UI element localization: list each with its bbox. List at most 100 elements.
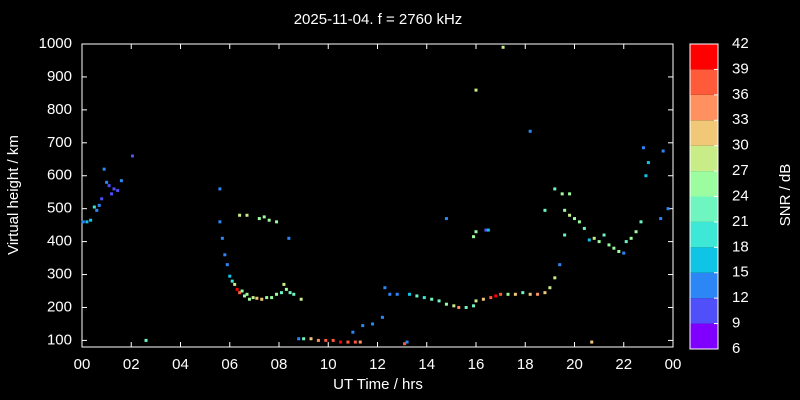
data-point [499, 292, 503, 296]
data-point [622, 251, 626, 255]
colorbar-tick-label: 36 [732, 86, 749, 103]
data-point [361, 324, 365, 328]
data-point [597, 240, 601, 244]
data-point [331, 338, 335, 342]
data-point [617, 249, 621, 253]
data-point [560, 192, 564, 196]
colorbar-tick-label: 24 [732, 187, 749, 204]
data-point [464, 305, 468, 309]
x-tick-label: 16 [468, 356, 485, 373]
data-point [577, 220, 581, 224]
data-point [661, 149, 665, 153]
data-point [494, 294, 498, 298]
data-point [265, 296, 269, 300]
y-tick-label: 1000 [39, 35, 72, 52]
colorbar-tick-label: 27 [732, 162, 749, 179]
colorbar-segment [690, 323, 718, 349]
data-point [297, 337, 301, 341]
x-tick-label: 12 [369, 356, 386, 373]
colorbar-tick-label: 21 [732, 213, 749, 230]
data-point [408, 292, 412, 296]
colorbar-tick-label: 15 [732, 264, 749, 281]
colorbar-segment [690, 298, 718, 324]
colorbar-tick-label: 6 [732, 340, 740, 357]
colorbar-segment [690, 120, 718, 146]
data-point [592, 236, 596, 240]
data-point [358, 340, 362, 344]
y-tick-label: 800 [47, 101, 72, 118]
data-point [270, 296, 274, 300]
data-point [110, 192, 114, 196]
colorbar-segment [690, 94, 718, 121]
data-point [506, 292, 510, 296]
data-point [543, 291, 547, 295]
colorbar-tick-label: 42 [732, 35, 749, 52]
data-point [262, 215, 266, 219]
x-tick-label: 08 [271, 356, 288, 373]
y-tick-label: 500 [47, 200, 72, 217]
y-tick-label: 100 [47, 331, 72, 348]
data-point [568, 213, 572, 217]
colorbar-label: SNR / dB [777, 164, 794, 227]
y-axis-label: Virtual height / km [5, 135, 22, 255]
y-tick-label: 300 [47, 266, 72, 283]
data-point [484, 228, 488, 232]
data-point [474, 230, 478, 234]
data-point [243, 294, 247, 298]
data-point [245, 213, 249, 217]
data-point [430, 297, 434, 301]
data-point [624, 240, 628, 244]
y-tick-label: 400 [47, 233, 72, 250]
data-point [346, 340, 350, 344]
data-point [102, 167, 106, 171]
data-point [422, 296, 426, 300]
data-point [481, 297, 485, 301]
data-point [223, 253, 227, 257]
data-point [220, 236, 224, 240]
data-point [568, 192, 572, 196]
data-point [107, 184, 111, 188]
data-point [501, 45, 505, 49]
data-point [97, 203, 101, 207]
colorbar-tick-label: 12 [732, 289, 749, 306]
colorbar-segment [690, 44, 718, 70]
data-point [144, 338, 148, 342]
data-point [282, 282, 286, 286]
data-point [639, 220, 643, 224]
data-point [437, 299, 441, 303]
data-point [659, 217, 663, 221]
data-point [225, 263, 229, 267]
data-point [81, 220, 85, 224]
data-point [130, 154, 134, 158]
x-tick-label: 06 [221, 356, 238, 373]
colorbar-segment [690, 69, 718, 95]
data-point [218, 187, 222, 191]
data-point [316, 338, 320, 342]
colorbar-segment [690, 221, 718, 248]
colorbar-tick-label: 18 [732, 238, 749, 255]
data-point [563, 208, 567, 212]
y-tick-label: 200 [47, 298, 72, 315]
data-point [251, 296, 255, 300]
data-point [353, 340, 357, 344]
data-point [474, 88, 478, 92]
data-point [587, 238, 591, 242]
data-point [602, 233, 606, 237]
x-tick-label: 00 [665, 356, 682, 373]
data-point [228, 274, 232, 278]
data-point [100, 197, 104, 201]
data-point [299, 297, 303, 301]
data-point [85, 220, 89, 224]
data-point [218, 220, 222, 224]
data-point [89, 218, 93, 222]
data-point [288, 291, 292, 295]
y-tick-label: 900 [47, 68, 72, 85]
colorbar-segment [690, 171, 718, 197]
colorbar-tick-label: 9 [732, 315, 740, 332]
x-tick-label: 18 [517, 356, 534, 373]
colorbar-tick-label: 33 [732, 111, 749, 128]
data-point [112, 187, 116, 191]
data-point [457, 305, 461, 309]
data-point [403, 342, 407, 346]
